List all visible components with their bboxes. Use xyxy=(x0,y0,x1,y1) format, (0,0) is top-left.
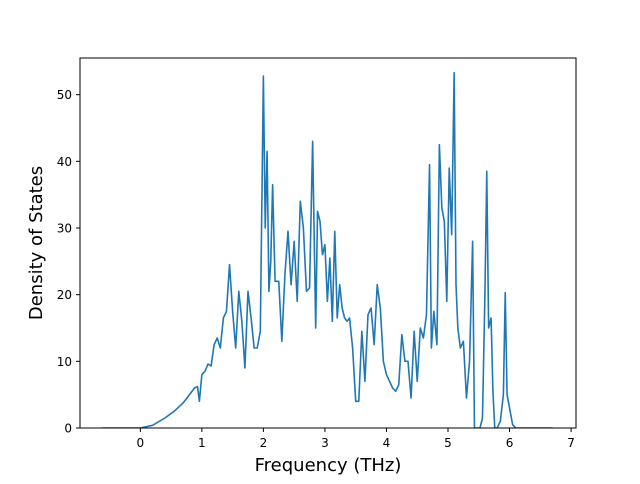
x-tick-label: 5 xyxy=(444,436,452,450)
x-axis-label: Frequency (THz) xyxy=(255,455,402,476)
x-tick-label: 7 xyxy=(567,436,575,450)
axes-frame xyxy=(79,57,577,429)
y-tick-label: 20 xyxy=(57,288,72,302)
x-tick-label: 3 xyxy=(321,436,329,450)
axes-layer: 0 1 2 3 4 5 6 7 0 10 20 30 40 50 xyxy=(57,57,577,450)
x-tick-label: 4 xyxy=(383,436,391,450)
y-tick-label: 50 xyxy=(57,88,72,102)
y-tick-label: 30 xyxy=(57,222,72,236)
x-tick-label: 0 xyxy=(136,436,144,450)
y-tick-label: 0 xyxy=(64,422,72,436)
series-line-0 xyxy=(101,71,553,428)
x-tick-label: 1 xyxy=(198,436,206,450)
x-tick-label: 2 xyxy=(260,436,268,450)
y-axis-label: Density of States xyxy=(26,166,47,320)
y-tick-label: 40 xyxy=(57,155,72,169)
y-tick-label: 10 xyxy=(57,355,72,369)
series-layer xyxy=(101,71,553,428)
x-tick-label: 6 xyxy=(506,436,514,450)
plot-area xyxy=(80,58,576,428)
